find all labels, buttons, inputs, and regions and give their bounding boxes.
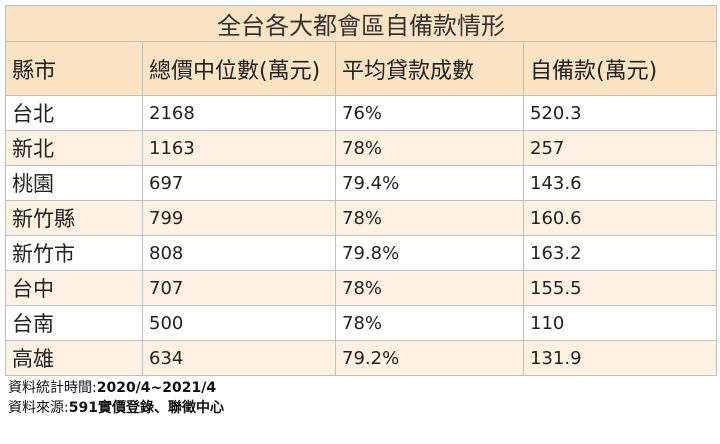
- table-row: 桃園 697 79.4% 143.6: [5, 165, 717, 201]
- cell-loan-ratio: 78%: [335, 130, 524, 166]
- cell-median-price: 697: [142, 165, 336, 201]
- cell-down-payment: 160.6: [523, 200, 717, 236]
- header-loan-ratio: 平均貸款成數: [335, 41, 524, 96]
- period-label: 資料統計時間:: [8, 380, 97, 396]
- cell-loan-ratio: 79.2%: [335, 340, 524, 376]
- cell-loan-ratio: 78%: [335, 305, 524, 341]
- source-note: 資料來源:591實價登錄、聯徵中心: [8, 398, 224, 418]
- cell-down-payment: 163.2: [523, 235, 717, 271]
- table-title: 全台各大都會區自備款情形: [5, 5, 717, 42]
- table-row: 高雄 634 79.2% 131.9: [5, 340, 717, 376]
- cell-city: 新北: [5, 130, 143, 166]
- data-table-container: 全台各大都會區自備款情形 縣市 總價中位數(萬元) 平均貸款成數 自備款(萬元)…: [5, 5, 717, 376]
- table-row: 新竹縣 799 78% 160.6: [5, 200, 717, 236]
- period-value: 2020/4~2021/4: [96, 380, 217, 396]
- cell-down-payment: 131.9: [523, 340, 717, 376]
- table-title-row: 全台各大都會區自備款情形: [5, 5, 717, 42]
- cell-median-price: 707: [142, 270, 336, 306]
- cell-city: 高雄: [5, 340, 143, 376]
- housing-down-payment-table: 全台各大都會區自備款情形 縣市 總價中位數(萬元) 平均貸款成數 自備款(萬元)…: [5, 5, 717, 376]
- cell-median-price: 500: [142, 305, 336, 341]
- source-label: 資料來源:: [8, 400, 69, 416]
- cell-city: 桃園: [5, 165, 143, 201]
- source-value: 591實價登錄、聯徵中心: [68, 400, 224, 416]
- cell-down-payment: 257: [523, 130, 717, 166]
- cell-city: 新竹縣: [5, 200, 143, 236]
- cell-down-payment: 155.5: [523, 270, 717, 306]
- cell-median-price: 2168: [142, 95, 336, 131]
- table-row: 台中 707 78% 155.5: [5, 270, 717, 306]
- table-notes: 資料統計時間:2020/4~2021/4 資料來源:591實價登錄、聯徵中心: [8, 378, 224, 418]
- cell-loan-ratio: 79.4%: [335, 165, 524, 201]
- period-note: 資料統計時間:2020/4~2021/4: [8, 378, 224, 398]
- cell-down-payment: 520.3: [523, 95, 717, 131]
- cell-down-payment: 110: [523, 305, 717, 341]
- table-row: 新北 1163 78% 257: [5, 130, 717, 166]
- table-row: 台南 500 78% 110: [5, 305, 717, 341]
- cell-loan-ratio: 78%: [335, 200, 524, 236]
- table-row: 台北 2168 76% 520.3: [5, 95, 717, 131]
- cell-city: 台南: [5, 305, 143, 341]
- table-row: 新竹市 808 79.8% 163.2: [5, 235, 717, 271]
- cell-loan-ratio: 78%: [335, 270, 524, 306]
- header-down-payment: 自備款(萬元): [523, 41, 717, 96]
- cell-median-price: 634: [142, 340, 336, 376]
- cell-loan-ratio: 76%: [335, 95, 524, 131]
- cell-city: 台中: [5, 270, 143, 306]
- cell-city: 新竹市: [5, 235, 143, 271]
- header-median-price: 總價中位數(萬元): [142, 41, 336, 96]
- cell-median-price: 808: [142, 235, 336, 271]
- cell-median-price: 799: [142, 200, 336, 236]
- header-city: 縣市: [5, 41, 143, 96]
- cell-loan-ratio: 79.8%: [335, 235, 524, 271]
- cell-city: 台北: [5, 95, 143, 131]
- cell-down-payment: 143.6: [523, 165, 717, 201]
- table-header-row: 縣市 總價中位數(萬元) 平均貸款成數 自備款(萬元): [5, 41, 717, 96]
- cell-median-price: 1163: [142, 130, 336, 166]
